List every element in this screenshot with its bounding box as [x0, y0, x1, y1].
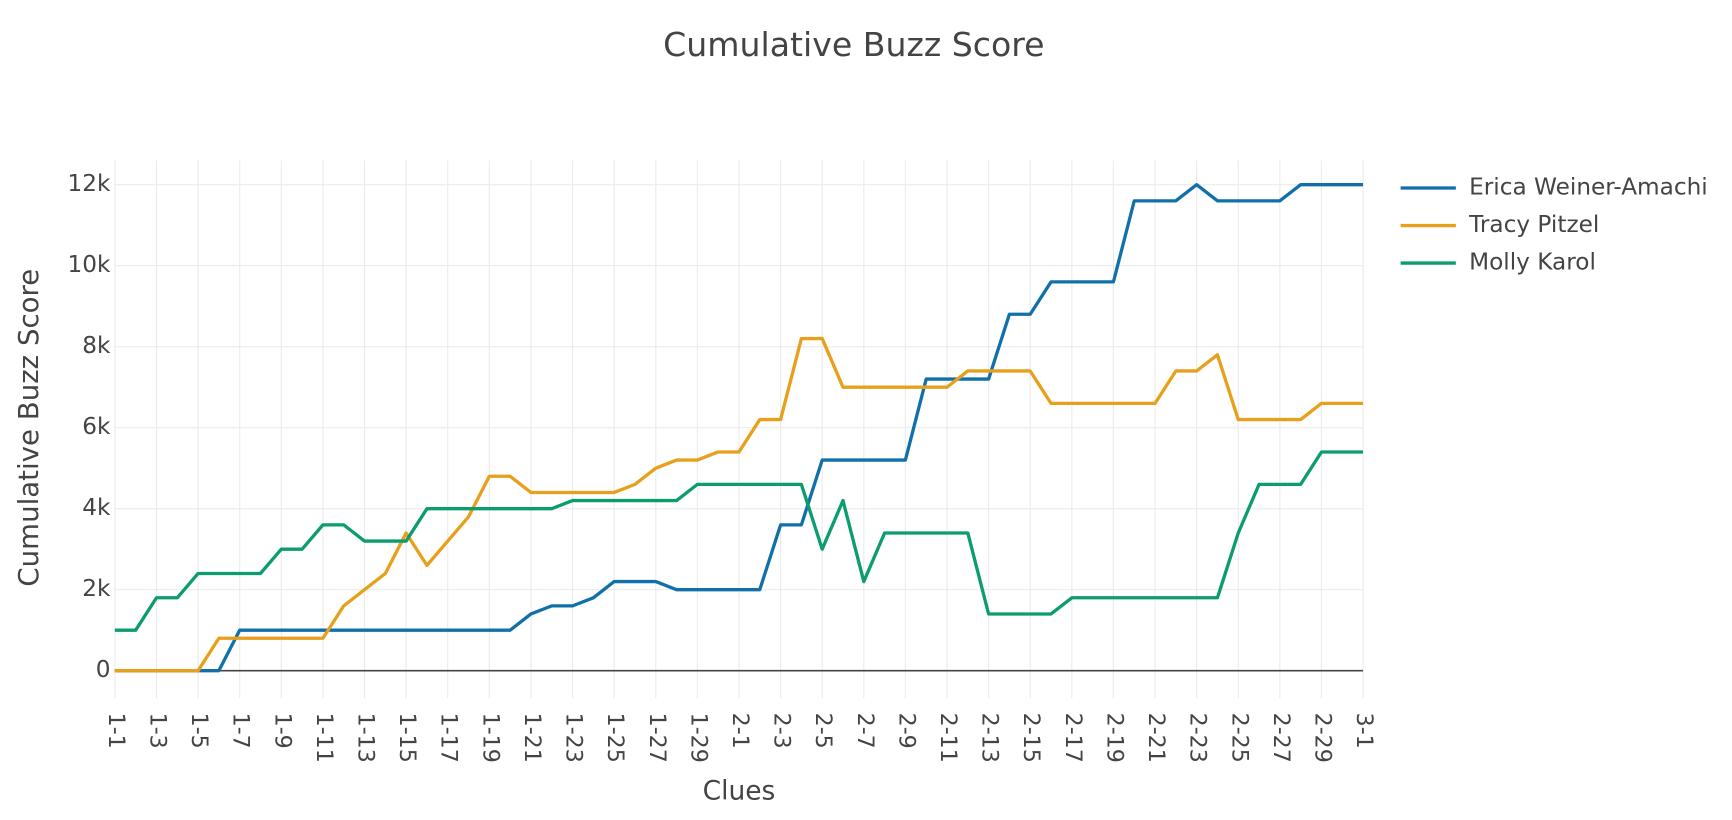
y-tick-label: 8k — [82, 332, 111, 359]
x-tick-label: 1-27 — [644, 713, 670, 763]
x-tick-label: 2-9 — [893, 713, 919, 749]
x-tick-label: 1-7 — [228, 713, 254, 749]
x-tick-label: 1-1 — [103, 713, 129, 749]
x-tick-label: 1-3 — [144, 713, 170, 749]
x-tick-label: 1-29 — [685, 713, 711, 763]
x-tick-label: 1-25 — [602, 713, 628, 763]
x-tick-label: 2-1 — [727, 713, 753, 749]
x-tick-label: 1-11 — [311, 713, 337, 763]
x-tick-label: 1-15 — [394, 713, 420, 763]
y-tick-label: 6k — [82, 413, 111, 440]
y-tick-label: 4k — [82, 494, 111, 521]
legend-label: Molly Karol — [1469, 249, 1596, 276]
x-tick-label: 1-5 — [186, 713, 212, 749]
x-tick-label: 2-27 — [1268, 713, 1294, 763]
x-tick-label: 2-29 — [1309, 713, 1335, 763]
y-axis-title: Cumulative Buzz Score — [12, 269, 45, 587]
x-tick-label: 2-25 — [1226, 713, 1252, 763]
x-tick-label: 2-15 — [1018, 713, 1044, 763]
x-tick-label: 1-17 — [436, 713, 462, 763]
legend-label: Tracy Pitzel — [1468, 211, 1599, 238]
x-tick-label: 1-9 — [269, 713, 295, 749]
x-tick-label: 1-21 — [519, 713, 545, 763]
x-tick-label: 3-1 — [1351, 713, 1377, 749]
legend-label: Erica Weiner-Amachi — [1469, 173, 1708, 200]
x-tick-label: 1-23 — [561, 713, 587, 763]
y-tick-label: 10k — [68, 251, 112, 278]
y-tick-label: 2k — [82, 575, 111, 602]
x-tick-label: 2-23 — [1185, 713, 1211, 763]
chart-title: Cumulative Buzz Score — [663, 25, 1044, 64]
x-tick-label: 2-21 — [1143, 713, 1169, 763]
x-tick-label: 2-3 — [769, 713, 795, 749]
x-tick-label: 1-13 — [353, 713, 379, 763]
line — [114, 183, 1364, 673]
y-tick-label: 12k — [68, 170, 112, 197]
x-tick-label: 2-7 — [852, 713, 878, 749]
x-axis-title: Clues — [703, 776, 776, 807]
x-tick-label: 2-17 — [1060, 713, 1086, 763]
line — [114, 450, 1364, 632]
x-tick-label: 1-19 — [477, 713, 503, 763]
x-tick-label: 2-11 — [935, 713, 961, 763]
x-tick-label: 2-19 — [1101, 713, 1127, 763]
x-tick-label: 2-5 — [810, 713, 836, 749]
y-tick-label: 0 — [96, 656, 111, 683]
x-tick-label: 2-13 — [977, 713, 1003, 763]
line — [114, 336, 1364, 673]
